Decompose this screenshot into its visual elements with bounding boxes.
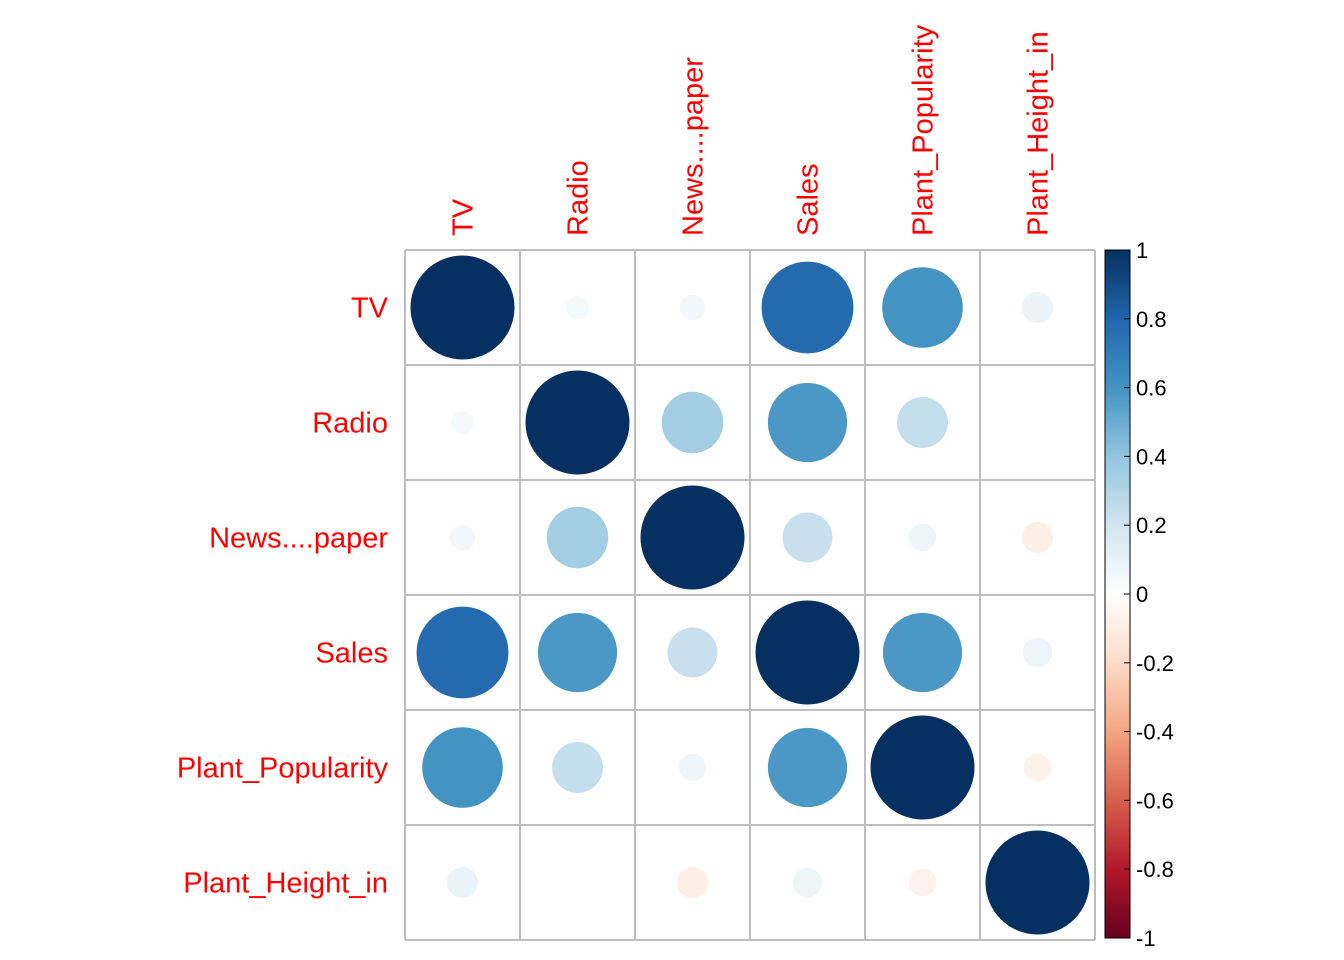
row-labels: TV Radio News....paper Sales Plant_Popularit… [177, 293, 389, 900]
column-label: News....paper [678, 57, 710, 236]
correlation-circle [1021, 521, 1054, 554]
correlation-circle [416, 606, 509, 699]
column-label: Plant_Popularity [908, 24, 940, 236]
column-label: Sales [793, 163, 825, 236]
correlation-circle [449, 524, 476, 551]
correlation-circle [678, 753, 707, 782]
column-label: Plant_Height_in [1023, 31, 1055, 236]
colorbar-tick-label: -0.8 [1136, 857, 1174, 882]
correlation-circle [676, 866, 709, 899]
colorbar-tick-label: 0 [1136, 582, 1148, 607]
correlation-circle [870, 715, 975, 820]
correlation-circle [525, 370, 630, 475]
correlation-circle [761, 261, 854, 354]
correlation-circle [908, 868, 937, 897]
correlation-circle [667, 627, 718, 678]
colorbar-tick-label: -1 [1136, 926, 1156, 951]
correlation-circle [897, 397, 948, 448]
correlation-circle [450, 410, 475, 435]
correlation-circle [767, 727, 848, 808]
correlation-circle [782, 512, 833, 563]
correlation-circle [1023, 753, 1052, 782]
correlation-circle [755, 600, 860, 705]
colorbar-tick-label: 0.2 [1136, 513, 1167, 538]
colorbar-tick-label: 1 [1136, 238, 1148, 263]
row-label: Plant_Popularity [177, 753, 389, 785]
correlation-circle [767, 382, 848, 463]
correlation-circle [792, 867, 823, 898]
correlation-circle [565, 295, 590, 320]
matrix-grid [404, 249, 1096, 941]
correlation-circle [1021, 291, 1054, 324]
correlation-circle [679, 294, 706, 321]
row-label: Sales [315, 638, 388, 670]
colorbar-tick-label: 0.6 [1136, 376, 1167, 401]
row-label: TV [351, 293, 389, 325]
column-label: TV [448, 198, 480, 236]
correlation-circle [410, 255, 515, 360]
colorbar-tick-label: 0.4 [1136, 444, 1167, 469]
correlation-circle [640, 485, 745, 590]
correlation-circle [546, 506, 609, 569]
colorbar-tick-label: -0.2 [1136, 651, 1174, 676]
correlation-circles [410, 255, 1090, 935]
row-label: Plant_Height_in [183, 868, 388, 900]
correlation-circle [661, 391, 724, 454]
row-label: News....paper [209, 523, 388, 555]
correlation-circle [985, 830, 1090, 935]
correlation-circle [422, 727, 503, 808]
column-labels: TV Radio News....paper Sales Plant_Popularit… [448, 24, 1055, 236]
correlation-circle [552, 742, 603, 793]
row-label: Radio [312, 408, 388, 440]
correlation-circle [1022, 637, 1053, 668]
correlation-circle [537, 612, 618, 693]
correlation-circle [882, 612, 963, 693]
correlation-circle [908, 523, 937, 552]
colorbar-tick-label: -0.4 [1136, 720, 1174, 745]
colorbar-ticks: 1 0.8 0.6 0.4 0.2 0 -0.2 -0.4 -0.6 -0.8 -1 [1124, 238, 1174, 951]
colorbar-tick-label: 0.8 [1136, 307, 1167, 332]
column-label: Radio [563, 160, 595, 236]
colorbar-tick-label: -0.6 [1136, 788, 1174, 813]
correlation-circle [882, 267, 963, 348]
correlation-circle [446, 866, 479, 899]
